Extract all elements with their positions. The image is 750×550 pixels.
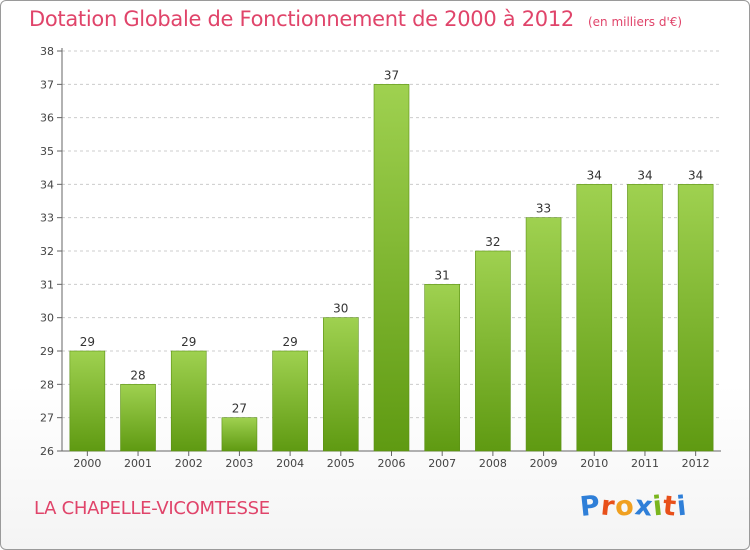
bar-2012 <box>677 184 714 452</box>
bars <box>69 84 714 452</box>
bar-2005 <box>323 317 359 452</box>
bar-2007 <box>424 284 460 452</box>
place-name: LA CHAPELLE-VICOMTESSE <box>34 498 270 519</box>
bar-2003 <box>221 417 258 452</box>
bar-2000 <box>69 350 106 452</box>
y-tick-label: 29 <box>40 345 54 358</box>
bar-2011 <box>627 184 663 452</box>
data-label-2004: 29 <box>282 335 297 349</box>
data-label-2005: 30 <box>333 302 348 316</box>
data-label-2011: 34 <box>637 168 652 182</box>
y-tick-label: 27 <box>40 412 54 425</box>
x-tick-label: 2010 <box>580 457 608 470</box>
chart-title-text: Dotation Globale de Fonctionnement de 20… <box>29 7 574 31</box>
x-tick-label: 2011 <box>631 457 659 470</box>
y-tick-label: 36 <box>40 112 54 125</box>
y-tick-label: 32 <box>40 245 54 258</box>
y-tick-label: 26 <box>40 445 54 458</box>
bar-2004 <box>272 350 308 452</box>
bar-2002 <box>170 350 207 452</box>
y-tick-label: 30 <box>40 312 54 325</box>
data-label-2010: 34 <box>587 168 602 182</box>
data-label-2006: 37 <box>384 68 399 82</box>
bar-2008 <box>475 250 511 452</box>
x-tick-label: 2008 <box>479 457 507 470</box>
data-label-2009: 33 <box>536 202 551 216</box>
y-tick-label: 38 <box>40 45 54 58</box>
data-label-2002: 29 <box>181 335 196 349</box>
x-tick-label: 2006 <box>378 457 406 470</box>
y-tick-label: 34 <box>40 178 54 191</box>
data-label-2008: 32 <box>485 235 500 249</box>
proxiti-logo[interactable]: Proxiti <box>578 490 690 523</box>
x-tick-label: 2002 <box>175 457 203 470</box>
data-label-2007: 31 <box>435 268 450 282</box>
x-tick-label: 2001 <box>124 457 152 470</box>
y-tick-label: 31 <box>40 278 54 291</box>
x-tick-label: 2004 <box>276 457 304 470</box>
y-tick-label: 37 <box>40 78 54 91</box>
labels: 26 27 28 29 30 31 32 33 34 35 36 37 38 2000 29 2001 28 20… <box>40 45 710 470</box>
y-tick-label: 28 <box>40 378 54 391</box>
logo-letter: i <box>675 490 690 523</box>
data-label-2001: 28 <box>130 368 145 382</box>
bar-2006 <box>373 84 410 452</box>
bar-2010 <box>576 184 613 452</box>
bar-2001 <box>120 384 156 452</box>
x-tick-label: 2005 <box>327 457 355 470</box>
y-tick-label: 35 <box>40 145 54 158</box>
data-label-2012: 34 <box>688 168 703 182</box>
data-label-2000: 29 <box>80 335 95 349</box>
bar-2009 <box>525 217 562 452</box>
chart-title: Dotation Globale de Fonctionnement de 20… <box>29 7 682 31</box>
x-tick-label: 2009 <box>530 457 558 470</box>
x-tick-label: 2000 <box>73 457 101 470</box>
x-tick-label: 2003 <box>225 457 253 470</box>
chart-subtitle: (en milliers d'€) <box>587 15 683 29</box>
x-tick-label: 2007 <box>428 457 456 470</box>
x-tick-label: 2012 <box>682 457 710 470</box>
y-tick-label: 33 <box>40 212 54 225</box>
data-label-2003: 27 <box>232 402 247 416</box>
